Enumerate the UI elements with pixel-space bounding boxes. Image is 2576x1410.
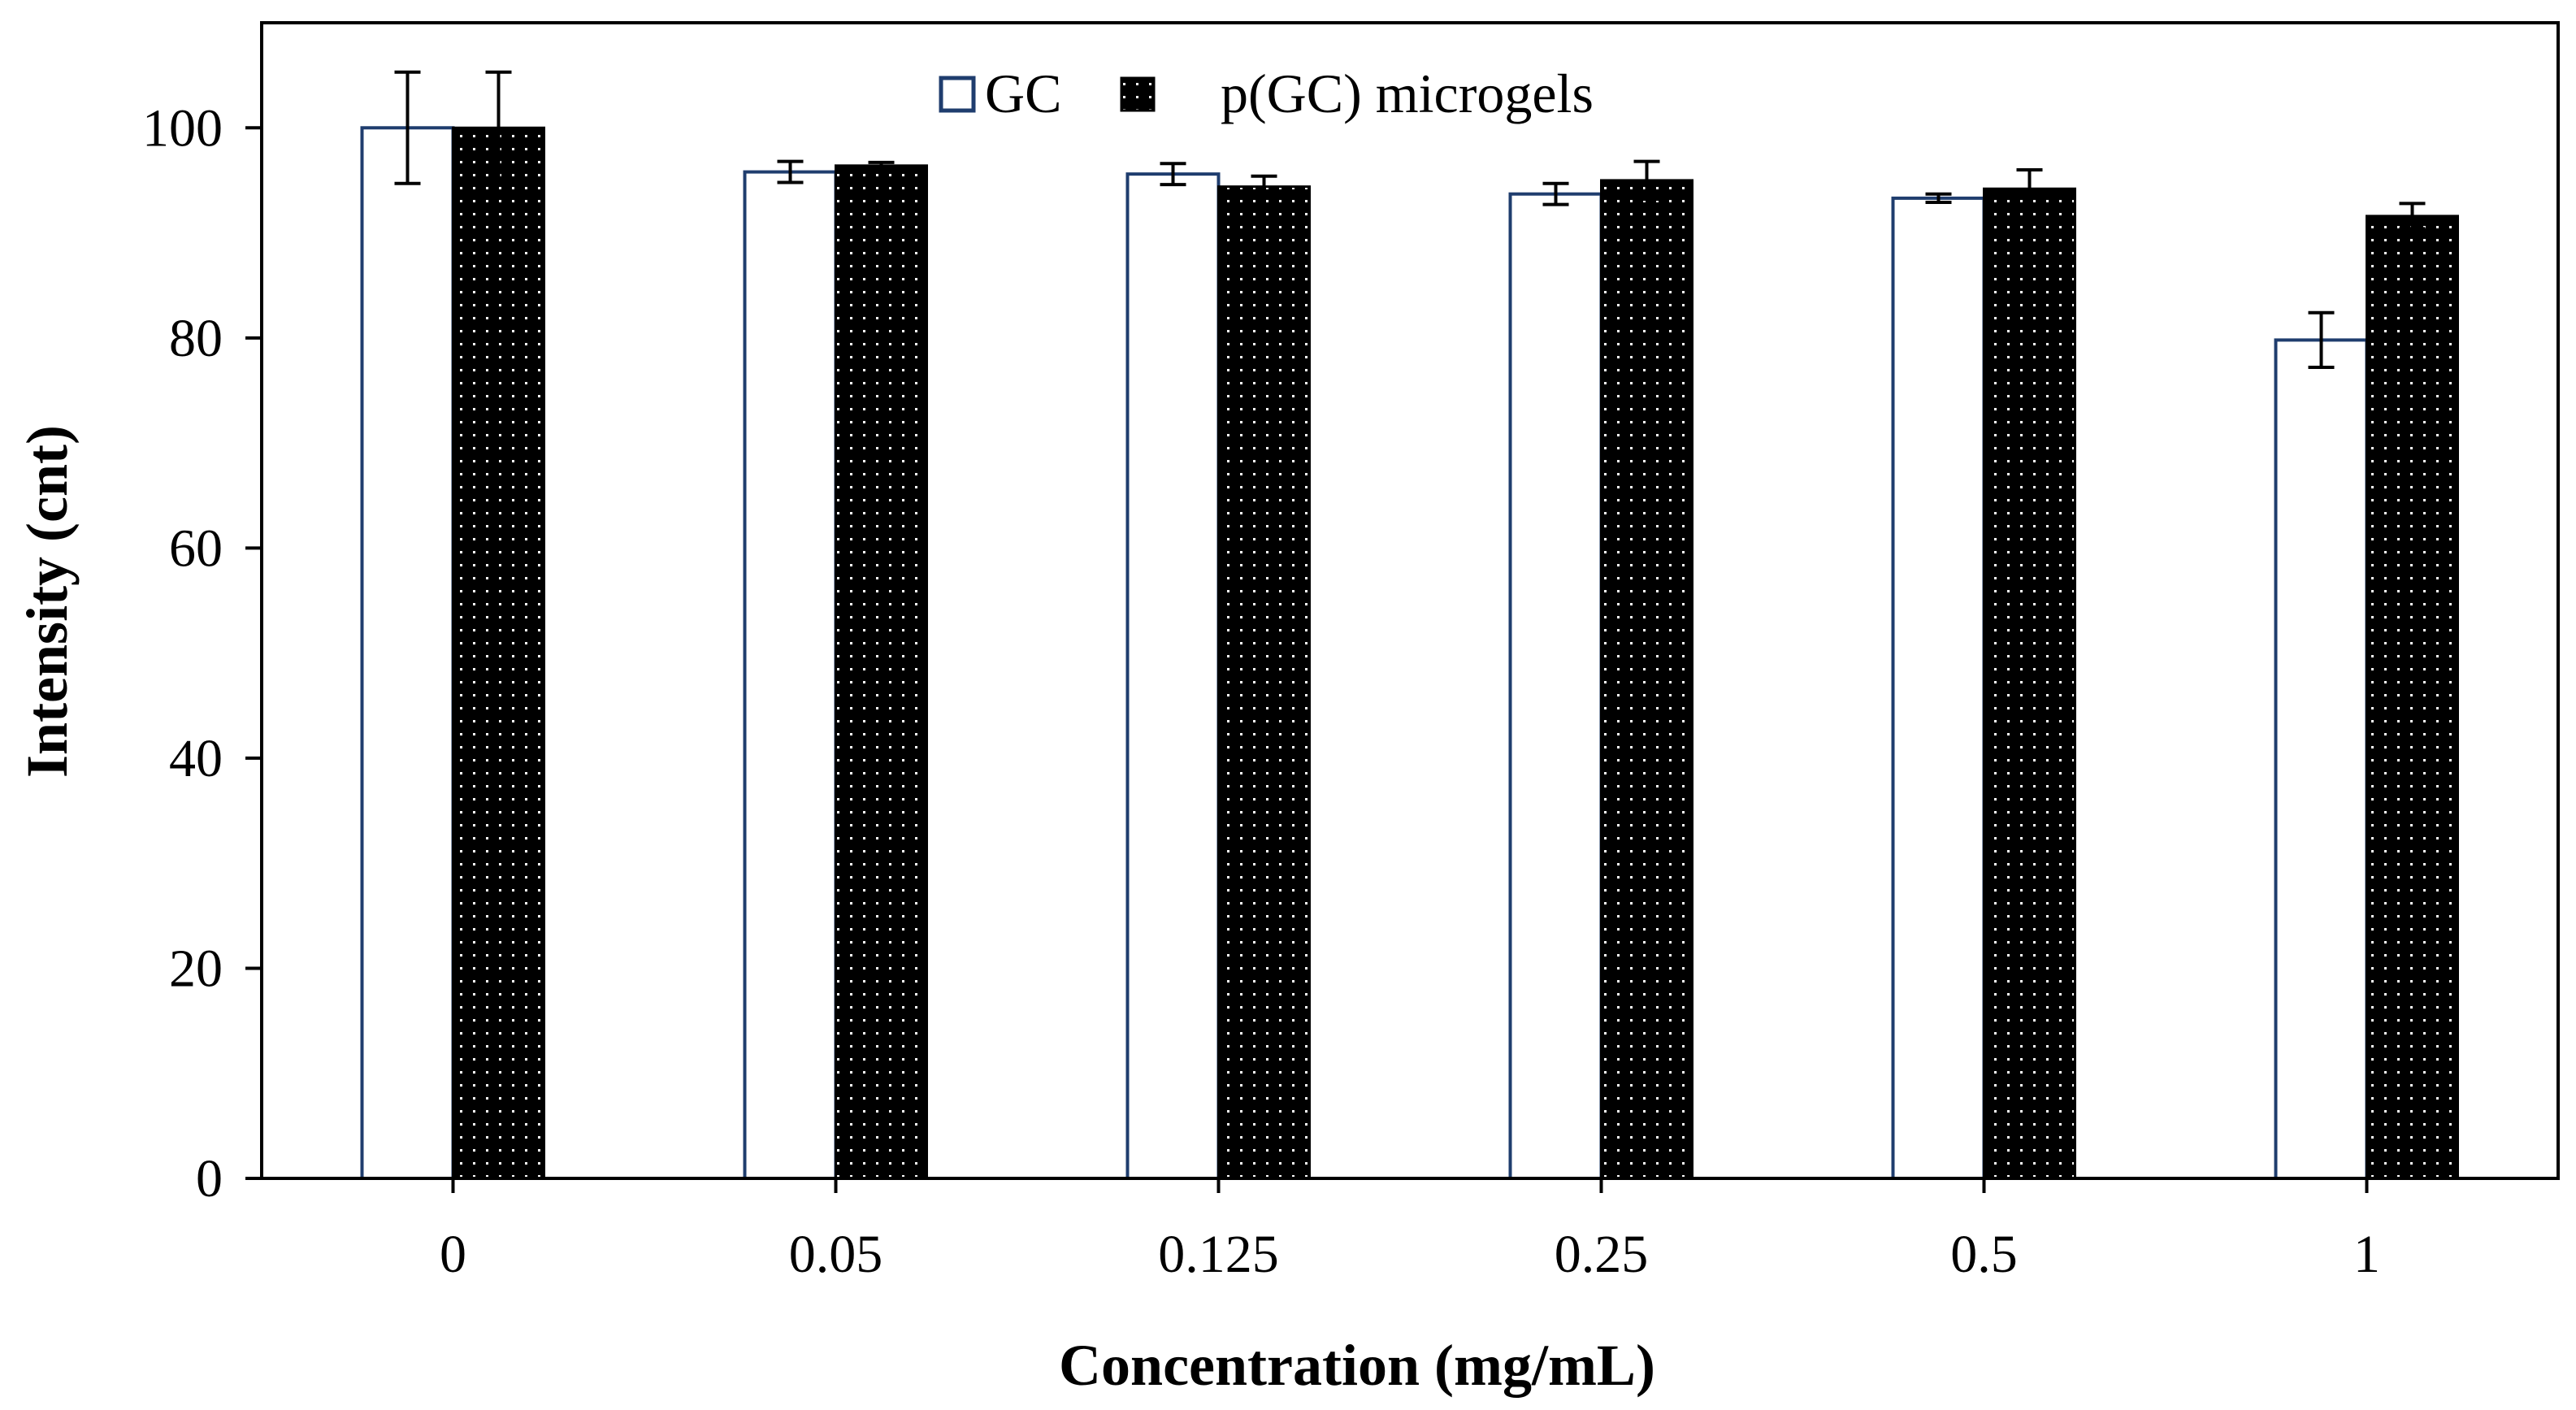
legend-label-gc: GC xyxy=(985,63,1061,124)
error-bar-gc-0.5 xyxy=(1925,192,1952,205)
y-tick-label: 80 xyxy=(169,309,223,368)
y-axis: 0 20 40 60 80 100 xyxy=(142,98,262,1208)
error-bar-gc-0.25 xyxy=(1542,181,1569,206)
legend-swatch-pgc-microgels xyxy=(1120,76,1156,112)
bar-gc-0.125 xyxy=(1125,172,1221,1181)
y-tick-label: 60 xyxy=(169,518,223,578)
bar-pgc-microgels-0.125 xyxy=(1217,185,1311,1180)
x-tick-label: 0.125 xyxy=(1158,1225,1279,1284)
plot-area xyxy=(260,21,2560,1180)
error-bar-gc-0.125 xyxy=(1160,162,1186,187)
error-bar-pgc-microgels-1 xyxy=(2399,202,2426,231)
error-bar-pgc-microgels-0.5 xyxy=(2016,167,2043,210)
bar-pgc-microgels-0.25 xyxy=(1600,179,1693,1180)
error-bar-pgc-microgels-0 xyxy=(485,70,512,185)
error-bar-gc-0.05 xyxy=(777,159,804,184)
bar-gc-0.05 xyxy=(743,170,838,1181)
bar-gc-0 xyxy=(360,126,455,1181)
y-tick-label: 40 xyxy=(169,729,223,788)
legend-label-pgc-microgels: p(GC) microgels xyxy=(1221,63,1594,124)
error-bar-pgc-microgels-0.125 xyxy=(1251,174,1277,199)
y-tick-label: 20 xyxy=(169,939,223,998)
error-bar-pgc-microgels-0.05 xyxy=(868,160,895,171)
bar-gc-0.5 xyxy=(1891,196,1986,1180)
x-tick-label: 0.05 xyxy=(789,1225,883,1284)
x-tick-label: 0 xyxy=(440,1225,466,1284)
error-bars-layer xyxy=(394,70,2426,370)
bar-gc-0.25 xyxy=(1508,192,1603,1180)
error-bar-gc-1 xyxy=(2308,310,2335,370)
legend: GC p(GC) microgels xyxy=(939,63,1594,124)
bars-layer xyxy=(360,126,2459,1181)
x-tick-label: 0.5 xyxy=(1950,1225,2018,1284)
bar-gc-1 xyxy=(2274,338,2369,1180)
x-axis: 0 0.05 0.125 0.25 0.5 1 xyxy=(245,1177,2558,1284)
x-axis-title: Concentration (mg/mL) xyxy=(1059,1333,1655,1398)
bar-pgc-microgels-0.5 xyxy=(1983,187,2076,1180)
bar-pgc-microgels-1 xyxy=(2366,215,2459,1180)
error-bar-gc-0 xyxy=(394,70,421,185)
y-axis-title: Intensity (cnt) xyxy=(15,425,80,778)
bar-pgc-microgels-0 xyxy=(452,126,545,1180)
legend-swatch-gc xyxy=(939,76,976,113)
x-tick-label: 0.25 xyxy=(1555,1225,1649,1284)
bar-pgc-microgels-0.05 xyxy=(835,164,928,1180)
y-tick-label: 100 xyxy=(142,98,223,158)
error-bar-pgc-microgels-0.25 xyxy=(1633,159,1660,202)
y-tick-label: 0 xyxy=(196,1149,223,1208)
x-tick-label: 1 xyxy=(2353,1225,2380,1284)
